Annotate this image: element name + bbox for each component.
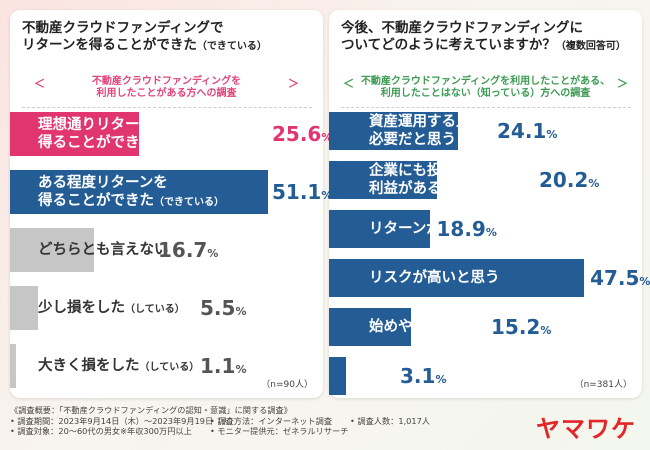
bar-value-label: 51.1%	[272, 180, 333, 204]
bar-label: その他	[369, 367, 413, 385]
chevron-right-icon: ＞	[617, 77, 628, 90]
left-title-small: （できている）	[196, 41, 267, 52]
survey-footer: 《調査概要：「不動産クラウドファンディングの認知・意識」に関する調査》 • 調査…	[10, 405, 430, 437]
left-subtitle-line1: 不動産クラウドファンディングを	[91, 76, 242, 87]
bar-label-suffix: （している）	[139, 362, 200, 373]
footer-target: • 調査対象：20～60代の男女※年収300万円以上	[10, 426, 192, 436]
bar-label-line2: リスクが高いと思う	[369, 270, 500, 286]
bar	[10, 286, 38, 330]
bar-value-unit: %	[321, 131, 333, 144]
bar-label: ある程度リターンを得ることができた（できている）	[38, 174, 224, 212]
bar	[10, 228, 95, 272]
bar-label-line2: どちらとも言えない	[38, 242, 169, 258]
bar-label: どちらとも言えない	[38, 241, 169, 259]
bar-value-unit: %	[485, 226, 497, 239]
bar-value-label: 18.9%	[436, 217, 497, 241]
bar-label: リスクが高いと思う	[369, 269, 500, 287]
bar	[329, 112, 459, 150]
bar-label: 理想通りリターンを得ることができた（できている）	[38, 116, 224, 154]
right-chart-panel: 今後、不動産クラウドファンディングに ついてどのように考えていますか？（複数回答…	[329, 10, 650, 398]
bar-label-line2: リターンが高いと思う	[369, 221, 514, 237]
right-divider	[341, 107, 631, 108]
bar-label: 資産運用する上で 必要だと思う	[369, 113, 485, 149]
right-subtitle-line1: 不動産クラウドファンディングを利用したことがある、	[360, 76, 611, 87]
brand-logo: ヤマワケ	[536, 415, 636, 443]
bar-value-unit: %	[639, 275, 650, 288]
left-divider	[22, 107, 312, 108]
bar-value-label: 5.5%	[200, 296, 247, 320]
right-title-line2: ついてどのように考えていますか？	[341, 37, 556, 53]
bar-label-line2: 得ることができた（できている）	[38, 135, 224, 151]
right-sample-size: （n=381人）	[574, 380, 632, 390]
bar-label-suffix: （できている）	[154, 139, 224, 150]
footer-monitor: • モニター提供元：ゼネラルリサーチ	[210, 426, 349, 436]
bar-value-label: 16.7%	[158, 238, 219, 262]
right-subtitle-line2: 利用したことはない（知っている）方への調査	[380, 88, 591, 99]
bar-value-label: 15.2%	[491, 315, 552, 339]
bar-value-unit: %	[207, 247, 219, 260]
footer-count: • 調査人数：1,017人	[350, 415, 430, 426]
bar-label-line2: 大きく損をした（している）	[38, 358, 200, 374]
bar-value-label: 24.1%	[497, 119, 558, 143]
bar-label-line2: 必要だと思う	[369, 132, 456, 148]
bar	[329, 308, 411, 346]
bar	[329, 259, 585, 297]
bar	[329, 161, 438, 199]
bar-label-line2: その他	[369, 368, 413, 384]
chevron-left-icon: ＜	[343, 77, 354, 90]
bar-label-line2: 始めやすいと思う	[369, 319, 485, 335]
bar-label-suffix: （できている）	[154, 197, 224, 208]
right-chart-title: 今後、不動産クラウドファンディングに ついてどのように考えていますか？（複数回答…	[341, 20, 633, 55]
left-chart-title: 不動産クラウドファンディングで リターンを得ることができた（できている）	[22, 20, 314, 55]
right-title-small: （複数回答可）	[555, 41, 626, 52]
bar-label-line1: 理想通りリターンを	[38, 117, 168, 133]
bar-value-unit: %	[546, 128, 558, 141]
left-title-line1: 不動産クラウドファンディングで	[22, 20, 224, 36]
bar-value-label: 47.5%	[590, 266, 650, 290]
bar	[10, 344, 16, 388]
bar-value-label: 1.1%	[200, 354, 247, 378]
bar-value-label: 25.6%	[272, 122, 333, 146]
footer-row-2: • 調査対象：20～60代の男女※年収300万円以上 • モニター提供元：ゼネラル…	[10, 426, 430, 437]
bar-label: 始めやすいと思う	[369, 318, 485, 336]
left-sample-size: （n=90人）	[261, 380, 313, 390]
bar-label: 少し損をした（している）	[38, 299, 185, 319]
footer-row-1: • 調査期間：2023年9月14日（木）～2023年9月19日（火）• 調査方法…	[10, 416, 430, 427]
bar-label-line1: 資産運用する上で	[369, 114, 485, 130]
chevron-left-icon: ＜	[34, 77, 45, 90]
bar-value-label: 3.1%	[400, 364, 447, 388]
right-chart-subtitle: ＜ 不動産クラウドファンディングを利用したことがある、 利用したことはない（知っ…	[339, 76, 632, 100]
left-title-line2: リターンを得ることができた	[22, 37, 197, 53]
bar-value-label: 20.2%	[539, 168, 600, 192]
bar-value-unit: %	[435, 373, 447, 386]
bar-label-line1: 企業にも投資家にも	[369, 163, 500, 179]
left-chart-panel: 不動産クラウドファンディングで リターンを得ることができた（できている） ＜ 不…	[10, 10, 332, 398]
bar-label-line2: 得ることができた（できている）	[38, 193, 224, 209]
bar-label: 企業にも投資家にも 利益があると思う	[369, 162, 500, 198]
bar	[10, 170, 269, 214]
footer-method: • 調査方法：インターネット調査	[210, 415, 333, 426]
bar-value-unit: %	[321, 189, 333, 202]
bar-label-line1: ある程度リターンを	[38, 175, 168, 191]
bar-value-unit: %	[540, 324, 552, 337]
left-chart-subtitle: ＜ 不動産クラウドファンディングを 利用したことがある方への調査 ＞	[20, 76, 313, 100]
left-subtitle-line2: 利用したことがある方への調査	[96, 88, 237, 99]
bar-label: リターンが高いと思う	[369, 220, 513, 238]
footer-title: 《調査概要：「不動産クラウドファンディングの認知・意識」に関する調査》	[10, 405, 292, 415]
footer-period: • 調査期間：2023年9月14日（木）～2023年9月19日（火）	[10, 415, 238, 426]
bar-value-unit: %	[588, 177, 600, 190]
bar	[329, 210, 431, 248]
right-title-line1: 今後、不動産クラウドファンディングに	[341, 20, 584, 36]
chevron-right-icon: ＞	[288, 77, 299, 90]
bar	[329, 357, 346, 395]
bar	[10, 112, 140, 156]
bar-label-suffix: （している）	[125, 304, 185, 315]
bar-label-line2: 利益があると思う	[369, 181, 485, 197]
bar-value-unit: %	[235, 363, 247, 376]
bar-label: 大きく損をした（している）	[38, 357, 199, 377]
bar-label-line2: 少し損をした（している）	[38, 300, 185, 316]
bar-value-unit: %	[235, 305, 247, 318]
